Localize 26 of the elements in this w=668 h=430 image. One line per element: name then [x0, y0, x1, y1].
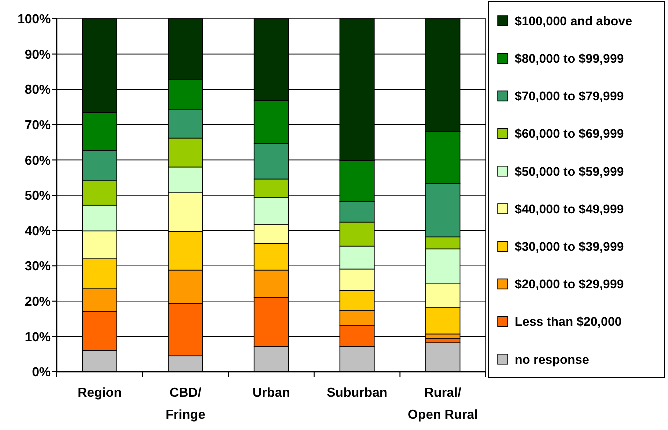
- y-tick-label: 60%: [24, 152, 52, 168]
- legend-label: $100,000 and above: [515, 14, 632, 28]
- y-tick-label: 30%: [24, 258, 52, 274]
- legend-label: $70,000 to $79,999: [515, 90, 624, 104]
- legend-label: $80,000 to $99,999: [515, 52, 624, 66]
- y-tick-label: 20%: [24, 294, 52, 309]
- legend-label: Less than $20,000: [515, 315, 622, 330]
- legend-label: $50,000 to $59,999: [515, 164, 624, 179]
- x-tick-label: Rural/ Open Rural: [408, 385, 478, 422]
- y-tick-label: 10%: [24, 329, 52, 344]
- x-tick-label: Suburban: [326, 385, 388, 400]
- x-tick-label: Urban: [252, 385, 290, 400]
- y-tick-label: 0%: [32, 364, 52, 380]
- y-tick-label: 90%: [24, 46, 52, 62]
- legend-label: $40,000 to $49,999: [515, 202, 624, 216]
- legend-label: $30,000 to $39,999: [515, 240, 624, 254]
- legend-label: $60,000 to $69,999: [515, 127, 624, 142]
- y-tick-label: 80%: [24, 82, 52, 98]
- y-tick-label: 70%: [24, 117, 52, 132]
- y-tick-label: 40%: [24, 223, 52, 238]
- y-tick-label: 100%: [18, 12, 52, 27]
- legend-label: no response: [515, 352, 590, 367]
- legend-label: $20,000 to $29,999: [515, 278, 624, 292]
- x-tick-label: Region: [78, 385, 122, 400]
- y-tick-label: 50%: [24, 188, 52, 204]
- x-tick-label: CBD/ Fringe: [166, 385, 206, 422]
